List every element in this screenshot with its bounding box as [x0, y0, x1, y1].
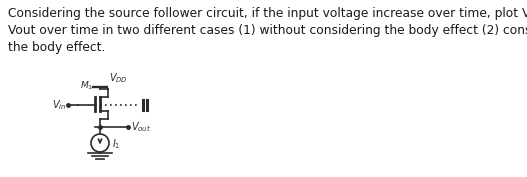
Text: $V_{DD}$: $V_{DD}$: [109, 71, 128, 85]
Text: Vout over time in two different cases (1) without considering the body effect (2: Vout over time in two different cases (1…: [8, 24, 527, 37]
Text: $I_1$: $I_1$: [112, 137, 121, 151]
Text: $V_{out}$: $V_{out}$: [131, 120, 151, 134]
Text: $M_1$: $M_1$: [80, 79, 93, 92]
Text: Considering the source follower circuit, if the input voltage increase over time: Considering the source follower circuit,…: [8, 7, 527, 20]
Text: $V_{in}$: $V_{in}$: [52, 98, 66, 112]
Text: the body effect.: the body effect.: [8, 41, 105, 54]
